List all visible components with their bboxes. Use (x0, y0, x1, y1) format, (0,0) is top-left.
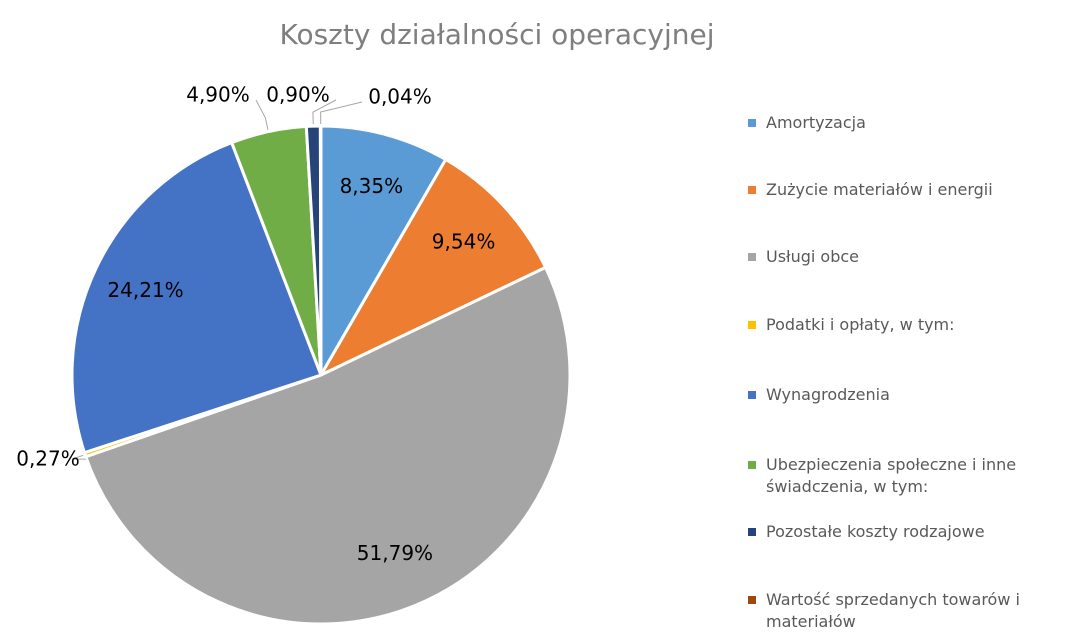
chart-title: Koszty działalności operacyjnej (280, 18, 715, 51)
leader-line (320, 101, 363, 125)
legend-label: Wynagrodzenia (766, 385, 890, 404)
legend-item: Wartość sprzedanych towarów i materiałów (748, 589, 1048, 633)
legend-label: Wartość sprzedanych towarów i materiałów (766, 590, 1020, 631)
legend-swatch (748, 253, 756, 261)
data-label: 0,27% (16, 447, 80, 471)
leader-line (255, 99, 269, 130)
leader-line (312, 99, 337, 125)
legend-label: Pozostałe koszty rodzajowe (766, 522, 985, 541)
pie-slice (317, 157, 548, 379)
data-label: 4,90% (186, 83, 250, 107)
pie-slice (83, 265, 572, 626)
legend-item: Usługi obce (748, 246, 1048, 268)
leader-line (71, 454, 86, 460)
pie-slice (318, 124, 323, 376)
legend-item: Amortyzacja (748, 112, 1048, 134)
legend-item: Pozostałe koszty rodzajowe (748, 521, 1048, 543)
pie-slice (70, 140, 323, 455)
data-label: 0,90% (266, 83, 330, 107)
legend-item: Wynagrodzenia (748, 384, 1048, 406)
legend-swatch (748, 461, 756, 469)
data-label: 0,04% (368, 85, 432, 109)
legend-item: Zużycie materiałów i energii (748, 179, 1048, 201)
data-label: 9,54% (432, 230, 496, 254)
legend-label: Podatki i opłaty, w tym: (766, 315, 955, 334)
legend-label: Zużycie materiałów i energii (766, 180, 993, 199)
data-label: 24,21% (107, 278, 183, 302)
legend-label: Amortyzacja (766, 113, 866, 132)
data-label: 51,79% (357, 541, 433, 565)
legend-swatch (748, 596, 756, 604)
legend-swatch (748, 391, 756, 399)
legend-label: Usługi obce (766, 247, 860, 266)
legend-item: Podatki i opłaty, w tym: (748, 314, 1048, 336)
legend-swatch (748, 186, 756, 194)
data-label: 8,35% (340, 174, 404, 198)
legend-item: Ubezpieczenia społeczne i inne świadczen… (748, 454, 1048, 498)
legend-swatch (748, 321, 756, 329)
pie-slice (319, 124, 448, 381)
legend-swatch (748, 119, 756, 127)
legend-label: Ubezpieczenia społeczne i inne świadczen… (766, 455, 1017, 496)
legend-swatch (748, 528, 756, 536)
